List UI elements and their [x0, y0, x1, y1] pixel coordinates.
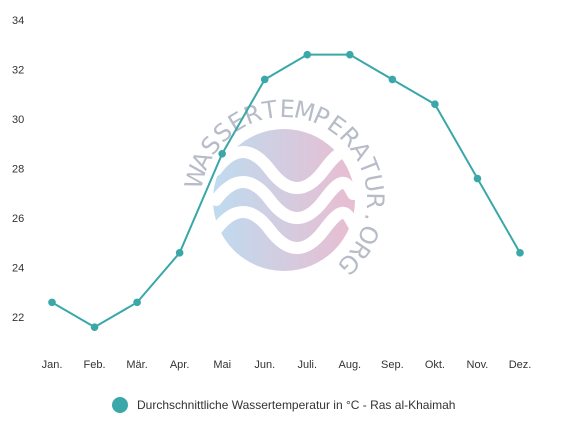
x-tick-label: Mär.	[126, 359, 147, 371]
x-tick-label: Dez.	[509, 359, 532, 371]
x-tick-label: Sep.	[381, 359, 404, 371]
watermark-wave-3	[210, 206, 359, 254]
data-point[interactable]	[48, 298, 56, 307]
data-point[interactable]	[473, 174, 482, 183]
series-points	[48, 50, 524, 331]
data-point[interactable]	[133, 298, 141, 307]
watermark-letter: E	[279, 95, 296, 124]
data-point[interactable]	[218, 149, 226, 158]
x-tick-label: Feb.	[84, 359, 106, 371]
legend[interactable]: Durchschnittliche Wassertemperatur in °C…	[112, 397, 455, 413]
data-point[interactable]	[346, 50, 354, 59]
y-tick-label: 24	[12, 263, 24, 275]
y-tick-label: 26	[12, 213, 24, 225]
legend-label: Durchschnittliche Wassertemperatur in °C…	[137, 398, 455, 412]
x-tick-label: Mai	[213, 359, 231, 371]
x-tick-label: Jan.	[42, 359, 63, 371]
y-tick-label: 30	[12, 114, 24, 126]
data-point[interactable]	[175, 249, 184, 257]
series-line	[51, 53, 521, 329]
y-tick-label: 34	[12, 15, 24, 27]
y-tick-label: 22	[12, 312, 24, 324]
watermark-letter: T	[259, 95, 280, 125]
data-point[interactable]	[260, 75, 269, 84]
x-tick-label: Okt.	[425, 359, 445, 371]
y-tick-label: 28	[12, 164, 24, 176]
watermark-letter: U	[358, 172, 389, 195]
x-tick-label: Juli.	[297, 359, 317, 371]
y-axis-ticks: 22 24 26 28 30 32 34	[12, 15, 24, 324]
x-tick-label: Nov.	[467, 359, 489, 371]
watermark-wave-1	[210, 146, 359, 194]
x-tick-label: Jun.	[254, 359, 275, 371]
y-tick-label: 32	[12, 65, 24, 77]
data-point[interactable]	[516, 249, 524, 257]
x-tick-label: Apr.	[170, 359, 190, 371]
watermark-letter: R	[361, 192, 389, 210]
watermark-wave-2	[210, 176, 359, 224]
data-point[interactable]	[303, 50, 312, 59]
data-point[interactable]	[388, 75, 397, 84]
data-point[interactable]	[431, 100, 439, 109]
legend-marker	[112, 397, 128, 413]
x-axis-ticks: Jan. Feb. Mär. Apr. Mai Jun. Juli. Aug. Sep. Okt.…	[42, 359, 532, 371]
data-point[interactable]	[90, 323, 99, 331]
x-tick-label: Aug.	[338, 359, 361, 371]
